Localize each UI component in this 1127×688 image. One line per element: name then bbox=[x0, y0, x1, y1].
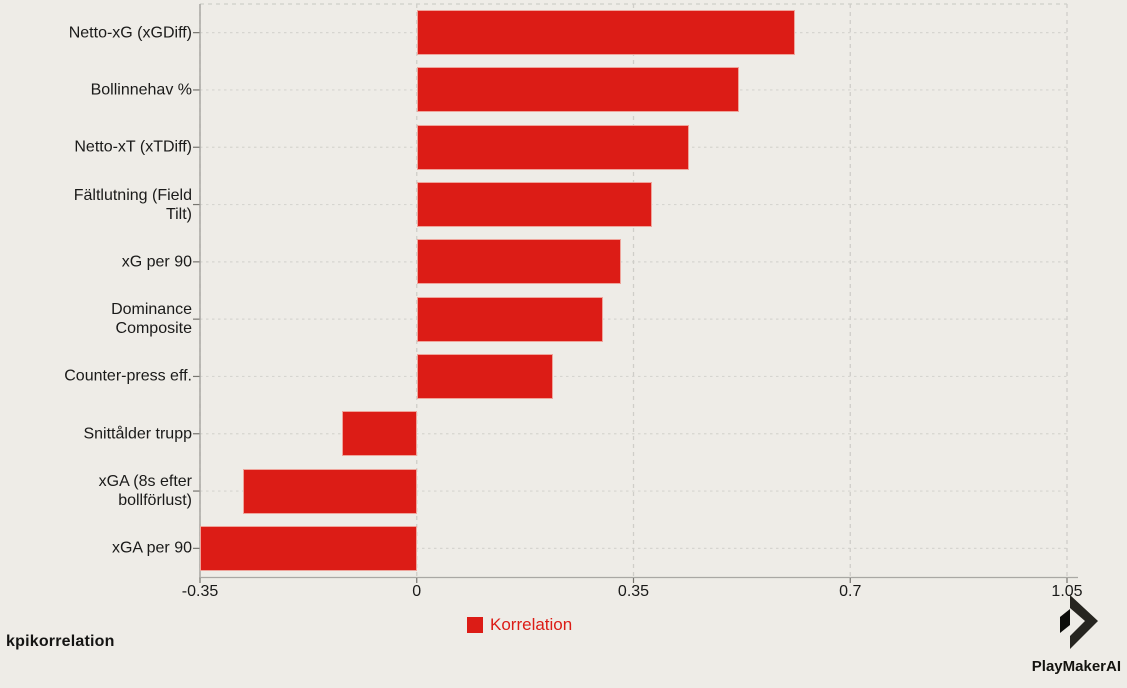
y-axis-label: Bollinnehav % bbox=[90, 81, 192, 99]
y-axis-label: Netto-xG (xGDiff) bbox=[68, 24, 192, 42]
y-axis-label: Dominance Composite bbox=[111, 301, 192, 338]
y-axis-label: Snittålder trupp bbox=[83, 425, 192, 443]
y-axis-label: Counter-press eff. bbox=[64, 367, 192, 385]
y-axis-label: Netto-xT (xTDiff) bbox=[74, 138, 192, 156]
x-axis-tick-label: -0.35 bbox=[181, 583, 219, 600]
legend-label: Korrelation bbox=[490, 615, 573, 634]
bar bbox=[342, 411, 417, 457]
chart-caption: kpikorrelation bbox=[6, 633, 115, 650]
bar bbox=[200, 525, 417, 571]
legend: Korrelation bbox=[467, 615, 572, 635]
bar bbox=[243, 468, 417, 514]
bar bbox=[416, 67, 739, 113]
y-axis-label: xG per 90 bbox=[121, 253, 192, 271]
x-axis-tick-label: 0.7 bbox=[839, 583, 862, 600]
bar bbox=[416, 182, 653, 228]
legend-swatch bbox=[467, 617, 483, 633]
bar bbox=[416, 353, 553, 399]
y-axis-label: xGA per 90 bbox=[111, 539, 192, 557]
x-axis-tick-label: 0 bbox=[412, 583, 422, 600]
bar bbox=[416, 10, 795, 56]
x-axis-tick-label: 1.05 bbox=[1051, 583, 1083, 600]
bar bbox=[416, 124, 690, 170]
x-axis-tick-label: 0.35 bbox=[617, 583, 650, 600]
bar bbox=[416, 239, 622, 285]
y-axis-label: xGA (8s efter bollförlust) bbox=[98, 473, 192, 510]
playmaker-logo-icon bbox=[1060, 595, 1098, 649]
y-axis-label: Fältlutning (Field Tilt) bbox=[73, 186, 192, 223]
brand-name: PlayMakerAI bbox=[1031, 658, 1121, 675]
bar bbox=[416, 296, 603, 342]
